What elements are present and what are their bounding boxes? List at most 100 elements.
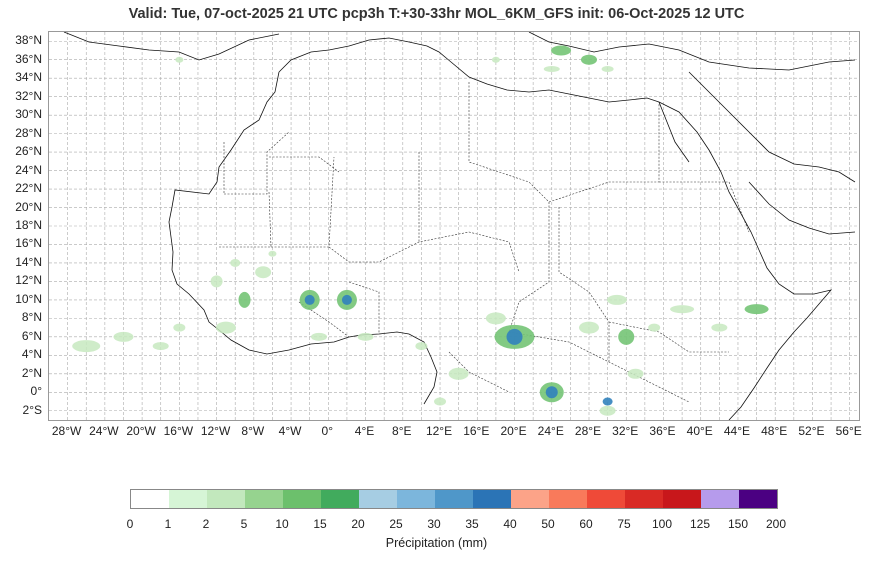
- precip-cell: [599, 405, 616, 416]
- precip-cell: [581, 54, 597, 65]
- latitude-label: 14°N: [15, 254, 42, 269]
- longitude-label: 4°E: [354, 424, 375, 438]
- latitude-label: 20°N: [15, 199, 42, 214]
- longitude-label: 0°: [321, 424, 334, 438]
- country-borders: [219, 82, 750, 403]
- colorbar-segment: [359, 490, 397, 508]
- precip-cell: [113, 331, 134, 342]
- precip-cell: [602, 397, 613, 406]
- colorbar-tick-label: 20: [351, 517, 365, 531]
- longitude-label: 40°E: [686, 424, 713, 438]
- colorbar-segment: [549, 490, 587, 508]
- colorbar-tick-label: 15: [313, 517, 327, 531]
- precip-cell: [215, 321, 236, 334]
- longitude-label: 32°E: [612, 424, 639, 438]
- precip-cell: [448, 367, 469, 380]
- coastlines: [63, 32, 856, 420]
- latitude-label: 38°N: [15, 33, 42, 48]
- longitude-label: 8°W: [241, 424, 265, 438]
- precip-cell: [648, 323, 661, 332]
- precip-cell: [601, 65, 614, 72]
- latitude-label: 10°N: [15, 291, 42, 306]
- colorbar-segment: [663, 490, 701, 508]
- colorbar-segment: [587, 490, 625, 508]
- colorbar-segment: [245, 490, 283, 508]
- precipitation-field: [72, 45, 769, 416]
- colorbar-segment: [321, 490, 359, 508]
- precip-cell: [627, 368, 644, 379]
- precip-cell: [543, 65, 560, 72]
- precip-cell: [173, 323, 186, 332]
- precip-cell: [551, 45, 572, 56]
- colorbar-tick-label: 200: [765, 517, 787, 531]
- precip-cell: [357, 332, 374, 341]
- latitude-label: 18°N: [15, 218, 42, 232]
- longitude-label: 16°W: [163, 424, 194, 438]
- precip-cell: [311, 332, 327, 341]
- colorbar-tick-label: 75: [617, 517, 631, 531]
- colorbar-tick-label: 30: [427, 517, 441, 531]
- colorbar-segment: [207, 490, 245, 508]
- colorbar-tick-label: 50: [541, 517, 555, 531]
- colorbar-tick-label: 0: [126, 517, 134, 531]
- longitude-label: 56°E: [835, 424, 862, 438]
- colorbar-segment: [435, 490, 473, 508]
- longitude-label: 8°E: [392, 424, 412, 438]
- colorbar-segment: [397, 490, 435, 508]
- precip-cell: [210, 275, 223, 288]
- colorbar-segment: [473, 490, 511, 508]
- colorbar-segment: [511, 490, 549, 508]
- map-title: Valid: Tue, 07-oct-2025 21 UTC pcp3h T:+…: [128, 6, 745, 22]
- latitude-label: 6°N: [21, 328, 42, 343]
- colorbar-segment: [283, 490, 321, 508]
- longitude-label: 28°E: [574, 424, 602, 438]
- longitude-label: 28°W: [51, 424, 82, 438]
- latitude-label: 22°N: [15, 181, 42, 196]
- latitude-label: 34°N: [15, 70, 42, 85]
- colorbar: [130, 489, 778, 509]
- colorbar-tick-label: 2: [202, 517, 210, 531]
- longitude-label: 48°E: [761, 424, 788, 438]
- precip-cell: [579, 321, 599, 334]
- precipitation-map[interactable]: [48, 31, 860, 421]
- precip-cell: [670, 305, 695, 314]
- latitude-label: 2°N: [21, 365, 42, 380]
- longitude-label: 52°E: [798, 424, 825, 438]
- precip-cell: [711, 323, 728, 332]
- precip-cell: [491, 56, 500, 63]
- colorbar-tick-label: 1: [164, 517, 172, 531]
- longitude-label: 20°W: [126, 424, 156, 438]
- latitude-label: 32°N: [15, 88, 42, 103]
- colorbar-tick-label: 100: [651, 517, 673, 531]
- colorbar-label: Précipitation (mm): [385, 536, 488, 550]
- precip-cell: [268, 250, 277, 257]
- precip-cell: [744, 304, 769, 315]
- colorbar-segment: [739, 490, 777, 508]
- colorbar-tick-label: 35: [465, 517, 479, 531]
- latitude-label: 30°N: [15, 107, 42, 122]
- colorbar-tick-label: 60: [579, 517, 593, 531]
- latitude-label: 24°N: [15, 162, 42, 177]
- latitude-label: 8°N: [21, 310, 42, 325]
- graticule: [49, 32, 859, 420]
- precip-cell: [618, 328, 635, 345]
- latitude-label: 16°N: [15, 236, 42, 251]
- latitude-label: 4°N: [21, 347, 42, 362]
- latitude-label: 36°N: [15, 51, 42, 66]
- longitude-label: 24°E: [537, 424, 564, 438]
- longitude-label: 4°W: [278, 424, 302, 438]
- latitude-label: 2°S: [22, 402, 42, 417]
- precip-cell: [238, 291, 251, 308]
- precip-cell: [152, 342, 169, 351]
- longitude-label: 24°W: [89, 424, 119, 438]
- precip-cell: [175, 56, 184, 63]
- precip-cell: [415, 342, 428, 351]
- colorbar-tick-label: 25: [389, 517, 403, 531]
- precip-cell: [606, 294, 627, 305]
- latitude-label: 12°N: [15, 273, 42, 288]
- precip-cell: [304, 294, 315, 305]
- precip-cell: [255, 266, 272, 279]
- precip-cell: [485, 312, 506, 325]
- longitude-label: 20°E: [500, 424, 527, 438]
- precip-cell: [506, 328, 523, 345]
